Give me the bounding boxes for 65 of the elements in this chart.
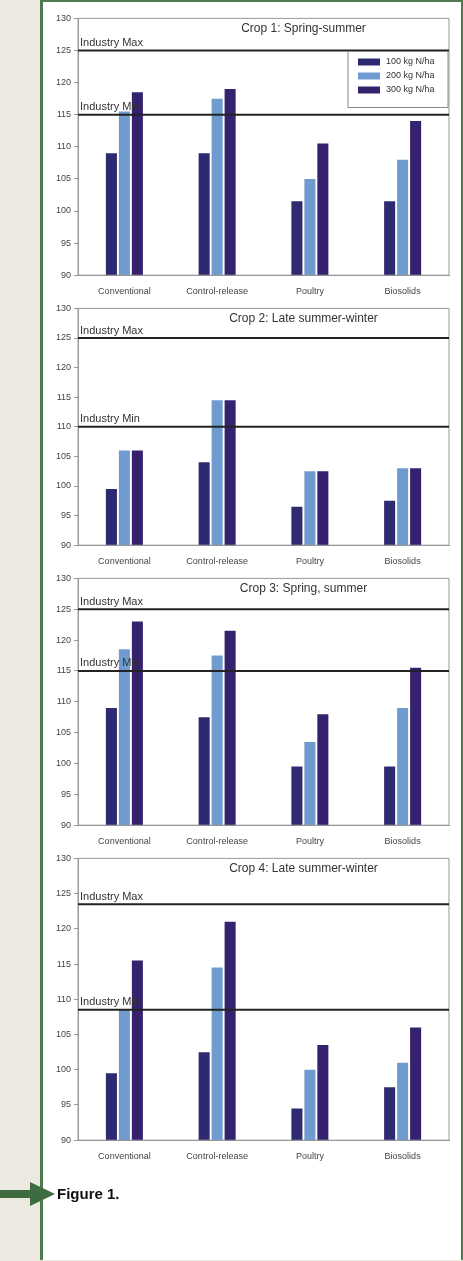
y-tick-label: 105 bbox=[55, 727, 72, 738]
y-tick-label: 110 bbox=[56, 141, 72, 152]
x-tick-label: Poultry bbox=[295, 1151, 325, 1162]
x-tick-label: Biosolids bbox=[384, 1151, 422, 1162]
y-tick-label: 95 bbox=[61, 1099, 72, 1110]
y-tick-label: 130 bbox=[55, 12, 72, 23]
y-tick-label: 130 bbox=[55, 302, 72, 313]
y-tick-label: 115 bbox=[56, 391, 72, 402]
y-tick-label: 110 bbox=[56, 421, 72, 432]
y-tick-label: 90 bbox=[61, 819, 72, 830]
y-tick-label: 100 bbox=[55, 480, 72, 491]
y-tick-label: 120 bbox=[55, 923, 72, 934]
y-tick-label: 125 bbox=[55, 332, 72, 343]
chart-title: Crop 2: Late summer-winter bbox=[229, 310, 378, 325]
ref-line-label: Industry Max bbox=[80, 323, 144, 336]
y-tick-label: 100 bbox=[55, 1064, 72, 1075]
y-tick-label: 125 bbox=[55, 888, 72, 899]
y-tick-label: 120 bbox=[55, 77, 72, 88]
legend-label: 200 kg N/ha bbox=[386, 69, 435, 80]
x-tick-label: Poultry bbox=[295, 836, 325, 847]
x-tick-label: Conventional bbox=[98, 286, 151, 297]
ref-line-label: Industry Max bbox=[80, 594, 144, 607]
x-tick-label: Conventional bbox=[98, 1151, 151, 1162]
ref-line-label: Industry Min bbox=[80, 412, 140, 425]
x-tick-label: Control-release bbox=[186, 286, 248, 297]
y-tick-label: 90 bbox=[61, 539, 72, 550]
x-tick-label: Control-release bbox=[186, 836, 248, 847]
chart-title: Crop 1: Spring-summer bbox=[241, 20, 366, 35]
y-tick-label: 95 bbox=[61, 510, 72, 521]
x-tick-label: Control-release bbox=[186, 1151, 248, 1162]
y-tick-label: 110 bbox=[56, 696, 72, 707]
y-tick-label: 105 bbox=[55, 450, 72, 461]
y-tick-label: 120 bbox=[55, 362, 72, 373]
x-tick-label: Conventional bbox=[98, 556, 151, 567]
legend-label: 100 kg N/ha bbox=[386, 55, 435, 66]
x-tick-label: Poultry bbox=[295, 556, 325, 567]
x-tick-label: Poultry bbox=[295, 286, 325, 297]
y-tick-label: 105 bbox=[55, 173, 72, 184]
x-tick-label: Biosolids bbox=[384, 836, 422, 847]
legend-label: 300 kg N/ha bbox=[386, 83, 435, 94]
ref-line-label: Industry Max bbox=[80, 889, 144, 902]
caption: Figure 1. bbox=[57, 1185, 120, 1202]
y-tick-label: 105 bbox=[55, 1029, 72, 1040]
y-tick-label: 125 bbox=[55, 44, 72, 55]
y-tick-label: 125 bbox=[55, 603, 72, 614]
ref-line-label: Industry Max bbox=[80, 36, 144, 49]
y-tick-label: 115 bbox=[56, 109, 72, 120]
y-tick-label: 130 bbox=[55, 572, 72, 583]
y-tick-label: 120 bbox=[55, 634, 72, 645]
x-tick-label: Conventional bbox=[98, 836, 151, 847]
y-tick-label: 95 bbox=[61, 788, 72, 799]
x-tick-label: Biosolids bbox=[384, 556, 422, 567]
y-tick-label: 95 bbox=[61, 237, 72, 248]
y-tick-label: 100 bbox=[55, 757, 72, 768]
y-tick-label: 90 bbox=[61, 1134, 72, 1145]
y-tick-label: 110 bbox=[56, 993, 72, 1004]
chart-title: Crop 3: Spring, summer bbox=[239, 580, 368, 595]
x-tick-label: Biosolids bbox=[384, 286, 422, 297]
y-tick-label: 130 bbox=[55, 852, 72, 863]
y-tick-label: 100 bbox=[55, 205, 72, 216]
y-tick-label: 115 bbox=[56, 958, 72, 969]
chart-title: Crop 4: Late summer-winter bbox=[229, 860, 378, 875]
x-tick-label: Control-release bbox=[186, 556, 248, 567]
y-tick-label: 115 bbox=[56, 665, 72, 676]
y-tick-label: 90 bbox=[61, 269, 72, 280]
